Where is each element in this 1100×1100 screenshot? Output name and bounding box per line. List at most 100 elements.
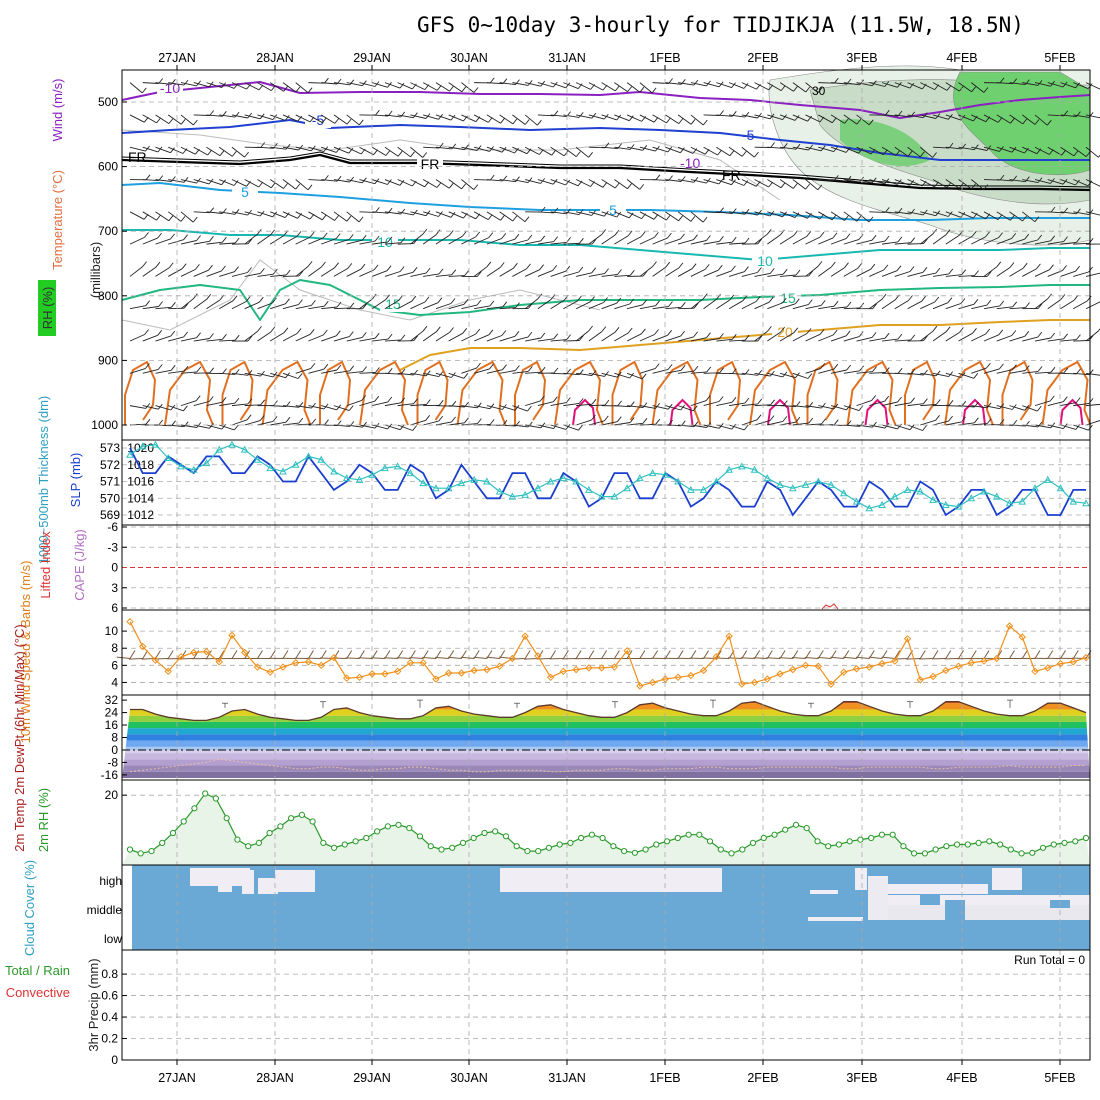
wind-barb [372,270,388,277]
wind-barb-flag [387,333,393,340]
wind-barb-flag [973,144,979,150]
wind-barb-flag [157,232,162,239]
wind-barb [435,372,452,378]
wind-barb [270,421,287,426]
wind-barb-flag [654,329,659,335]
wind10m-point [1069,658,1077,666]
wind-barb-flag [731,236,737,243]
wind-barb [142,211,157,221]
wind-barb [869,179,885,185]
wind-barb [422,82,438,91]
wind-barb [690,298,704,310]
wind-barb [282,179,296,190]
wind10m-point [1018,633,1026,641]
wind-barb [461,179,475,190]
wind-barb [971,82,985,93]
cloud-gap-middle [880,905,1090,920]
y-tick-label-pressure: 600 [98,160,118,174]
wind-barb [869,269,885,277]
wind-barb [601,421,618,426]
wind-barb-flag [817,87,823,93]
wind-barb-flag [1098,154,1100,158]
wind10m-point [470,666,478,675]
wind-barb-flag [1061,149,1066,156]
wind-barb [282,304,299,310]
wind-barb [550,339,567,342]
wind-barb-flag [170,147,175,153]
wind-barb-flag [387,236,393,243]
thickness-point [712,477,721,485]
wind10m-point [610,663,619,671]
wind-barb [512,405,528,412]
wind-barb [1034,371,1052,374]
wind-barb [180,424,197,428]
wind-barb [257,179,272,189]
wind-barb-flag [629,144,635,150]
thickness-point [215,445,224,453]
wind-barb-flag [142,261,147,267]
wind-barb-flag [910,111,916,118]
rh2m-point [492,828,499,835]
wind-barb [1009,335,1025,342]
thickness-point [202,459,211,467]
wind-barb-flag [578,112,584,118]
wind-barb [231,403,248,407]
wind-barb-flag [349,365,355,372]
wind-barb-flag [782,211,787,218]
temp2m-label: 2m Temp 2m DewPt (6hr Min/Max) (°C) [12,624,27,851]
wind10m-barb [804,657,819,659]
wind-barb [423,420,439,426]
wind-barb-flag [234,397,240,404]
surface-isotherm-loop [514,360,547,425]
wind-barb-flag [603,297,608,303]
wind-barb [384,372,401,375]
wind10m-barb-flag [155,650,161,659]
wind-barb-flag [527,366,533,372]
wind-barb-flag [641,328,646,335]
wind-barb [780,421,796,426]
wind-barb-flag [233,180,239,186]
wind-barb [920,179,935,188]
wind10m-barb [830,656,844,659]
wind-barb [180,240,197,245]
wind-barb-flag [780,182,786,189]
wind-barb [1073,242,1090,245]
rh2m-point [159,839,166,847]
wind-barb [869,240,886,245]
thickness-point [432,484,440,492]
wind10m-barb [486,656,500,659]
wind-barb-flag [678,215,683,222]
wind-barb [295,114,311,123]
rh2m-point [255,839,262,847]
wind-barb-flag [579,238,584,244]
wind-barb [219,211,236,215]
wind10m-point [699,666,708,675]
wind-barb [282,372,299,379]
wind-barb [894,114,911,118]
wind10m-point [393,667,402,676]
wind-barb-flag [246,414,252,421]
wind10m-point [304,658,313,666]
wind-barb-flag [500,215,505,221]
wind-barb-flag [629,298,635,305]
wind-barb [231,82,247,90]
wind-barb-flag [221,82,227,88]
wind-barb [626,333,642,342]
thickness-point [253,455,262,463]
wind-barb-flag [222,368,227,374]
wind-barb [537,299,552,310]
wind-barb-flag [489,300,495,307]
thickness-point [342,474,351,482]
thickness-point [521,490,529,498]
wind-barb [499,267,514,277]
thickness-point [164,454,173,462]
wind-barb-flag [335,330,341,337]
wind-barb-flag [999,77,1005,84]
wind-barb-flag [769,268,775,274]
wind-barb [155,82,172,85]
thickness-tick-label: 569 [100,508,120,522]
wind-barb-flag [207,149,213,156]
wind-barb-flag [793,230,798,236]
wind-barb-flag [666,117,671,124]
